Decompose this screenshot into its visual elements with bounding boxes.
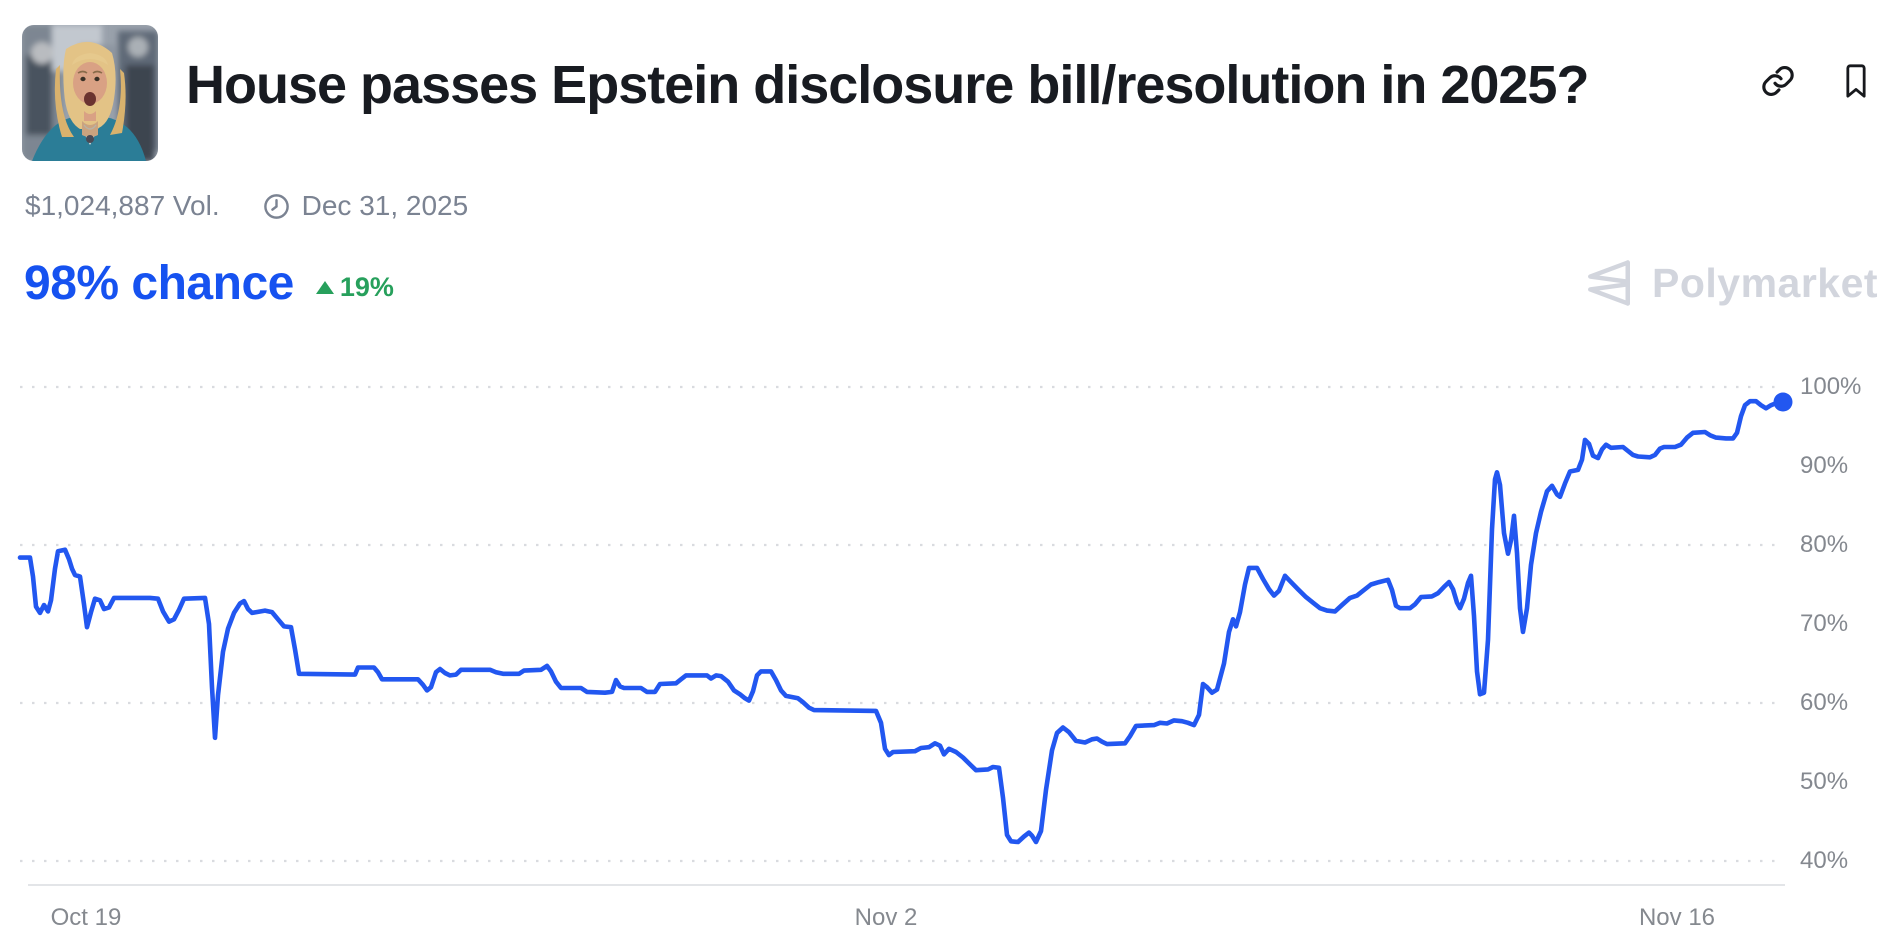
y-axis-label: 70%	[1800, 610, 1849, 637]
x-axis-label: Nov 2	[854, 904, 918, 931]
copy-link-button[interactable]	[1760, 63, 1796, 102]
y-axis-label: 100%	[1800, 373, 1862, 400]
chance-value: 98% chance	[24, 257, 294, 310]
polymarket-logo-icon	[1580, 254, 1638, 312]
x-axis-label: Nov 16	[1638, 904, 1716, 931]
market-thumbnail[interactable]	[22, 25, 158, 161]
y-axis-label: 40%	[1800, 847, 1849, 874]
price-line	[17, 398, 1786, 845]
bookmark-button[interactable]	[1842, 62, 1870, 103]
chance-change: 19%	[315, 272, 394, 303]
arrow-up-icon	[315, 281, 334, 294]
current-value-dot	[1773, 392, 1793, 412]
y-axis-label: 60%	[1800, 689, 1849, 716]
y-axis-label: 90%	[1800, 452, 1849, 479]
market-meta: $1,024,887 Vol. Dec 31, 2025	[25, 190, 468, 222]
link-icon	[1760, 63, 1796, 102]
bookmark-icon	[1842, 62, 1870, 103]
chance-change-text: 19%	[339, 272, 394, 302]
chance-row: 98% chance 19%	[24, 256, 394, 311]
market-thumbnail-image	[22, 25, 158, 161]
polymarket-wordmark: Polymarket	[1652, 259, 1879, 306]
market-title[interactable]: House passes Epstein disclosure bill/res…	[186, 55, 1589, 115]
deadline: Dec 31, 2025	[262, 190, 469, 222]
y-axis-label: 80%	[1800, 531, 1849, 558]
volume-text: $1,024,887 Vol.	[25, 190, 220, 221]
header-actions	[1760, 62, 1870, 103]
y-axis-label: 50%	[1800, 768, 1849, 795]
polymarket-brand[interactable]: Polymarket	[1580, 254, 1878, 312]
deadline-text: Dec 31, 2025	[301, 190, 469, 221]
x-axis-label: Oct 19	[50, 904, 122, 931]
clock-icon	[262, 192, 291, 221]
